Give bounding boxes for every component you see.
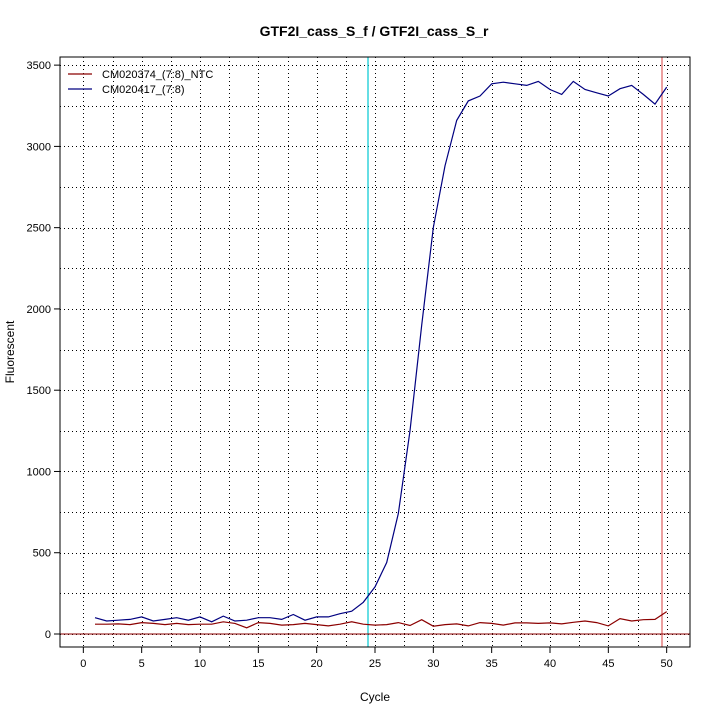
x-axis: 0 5 10 15 20 25 30 35 40 45 50 <box>80 647 673 670</box>
y-tick-label: 500 <box>33 548 51 560</box>
y-tick-label: 2500 <box>27 223 51 235</box>
legend: CM020374_(7:8)_NTC CM020417_(7:8) <box>68 69 213 96</box>
grid-lines <box>60 57 690 647</box>
y-tick-label: 3000 <box>27 141 51 153</box>
series-line-1 <box>95 611 668 629</box>
chart-title: GTF2I_cass_S_f / GTF2I_cass_S_r <box>260 23 489 39</box>
x-tick-label: 45 <box>602 658 614 670</box>
x-tick-label: 50 <box>661 658 673 670</box>
y-axis-label: Fluorescent <box>3 320 17 383</box>
x-tick-label: 40 <box>544 658 556 670</box>
y-tick-label: 2000 <box>27 304 51 316</box>
x-tick-label: 0 <box>80 658 86 670</box>
y-axis: 0 500 1000 1500 2000 2500 3000 3500 <box>27 60 60 641</box>
x-tick-label: 20 <box>311 658 323 670</box>
x-tick-label: 15 <box>252 658 264 670</box>
legend-label: CM020374_(7:8)_NTC <box>102 69 213 81</box>
x-tick-label: 10 <box>194 658 206 670</box>
y-tick-label: 1000 <box>27 466 51 478</box>
y-tick-label: 0 <box>45 629 51 641</box>
series-line-2 <box>94 80 668 623</box>
x-tick-label: 5 <box>139 658 145 670</box>
reference-lines <box>60 57 690 647</box>
x-tick-label: 25 <box>369 658 381 670</box>
data-series <box>94 80 668 629</box>
legend-label: CM020417_(7:8) <box>102 84 185 96</box>
x-tick-label: 35 <box>486 658 498 670</box>
x-axis-label: Cycle <box>360 690 390 704</box>
x-tick-label: 30 <box>427 658 439 670</box>
y-tick-label: 3500 <box>27 60 51 72</box>
y-tick-label: 1500 <box>27 385 51 397</box>
